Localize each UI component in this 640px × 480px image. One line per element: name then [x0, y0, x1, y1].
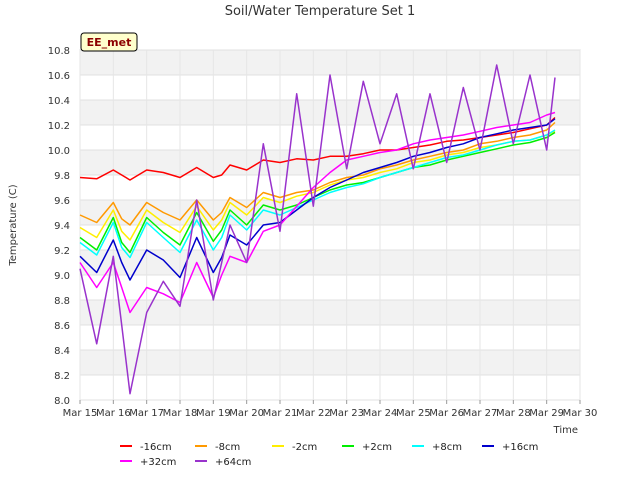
y-tick-label: 10.2 — [48, 121, 70, 132]
legend: -16cm -8cm -2cm +2cm +8cm +16cm +32cm +64cm — [120, 442, 538, 468]
y-tick-label: 8.4 — [54, 346, 70, 357]
y-tick-label: 10.0 — [48, 146, 70, 157]
x-tick-label: Mar 24 — [363, 408, 398, 419]
x-tick-label: Mar 22 — [296, 408, 331, 419]
y-tick-label: 10.4 — [48, 96, 70, 107]
legend-label: +16cm — [502, 442, 538, 453]
y-tick-label: 8.2 — [54, 371, 70, 382]
x-tick-label: Mar 20 — [229, 408, 264, 419]
y-tick-label: 9.6 — [54, 196, 70, 207]
legend-label: -8cm — [215, 442, 240, 453]
series-line--8cm — [79, 121, 556, 226]
x-tick-label: Mar 26 — [429, 408, 464, 419]
x-tick-label: Mar 21 — [263, 408, 298, 419]
y-tick-label: 10.6 — [48, 71, 70, 82]
y-tick-label: 10.8 — [48, 46, 70, 57]
x-tick-label: Mar 29 — [529, 408, 564, 419]
x-tick-label: Mar 19 — [196, 408, 231, 419]
legend-label: +32cm — [140, 457, 176, 468]
grid-band — [80, 350, 580, 375]
x-tick-label: Mar 15 — [63, 408, 98, 419]
x-tick-label: Mar 23 — [329, 408, 364, 419]
grid-band — [80, 250, 580, 275]
grid-band — [80, 300, 580, 325]
series-line-+64cm — [79, 64, 556, 395]
x-tick-label: Mar 27 — [463, 408, 498, 419]
y-tick-label: 9.4 — [54, 221, 70, 232]
grid-band — [80, 50, 580, 75]
legend-label: +64cm — [215, 457, 251, 468]
y-tick-label: 9.0 — [54, 271, 70, 282]
y-tick-label: 9.8 — [54, 171, 70, 182]
legend-label: -16cm — [140, 442, 172, 453]
badge-box — [80, 32, 138, 52]
x-tick-label: Mar 18 — [163, 408, 198, 419]
grid-band — [80, 100, 580, 125]
grid-band — [80, 200, 580, 225]
y-axis-ticks: 8.0 8.2 8.4 8.6 8.8 9.0 9.2 9.4 9.6 9.8 10.0 10.2 10… — [48, 46, 70, 407]
y-axis-label: Temperature (C) — [8, 184, 19, 266]
series-line--2cm — [79, 130, 556, 241]
y-tick-label: 9.2 — [54, 246, 70, 257]
x-tick-label: Mar 25 — [396, 408, 431, 419]
x-axis-label: Time — [553, 425, 578, 436]
legend-label: +8cm — [432, 442, 462, 453]
y-tick-label: 8.6 — [54, 321, 70, 332]
station-badge: EE_met — [80, 32, 138, 52]
x-tick-label: Mar 17 — [129, 408, 164, 419]
series-line-+2cm — [79, 131, 556, 254]
x-tick-label: Mar 30 — [563, 408, 598, 419]
series-line-+32cm — [79, 111, 556, 314]
plot-area — [79, 49, 581, 401]
legend-label: -2cm — [292, 442, 317, 453]
chart-title: Soil/Water Temperature Set 1 — [225, 4, 416, 19]
y-tick-label: 8.0 — [54, 396, 70, 407]
badge-label: EE_met — [87, 36, 132, 49]
y-tick-label: 8.8 — [54, 296, 70, 307]
legend-label: +2cm — [362, 442, 392, 453]
x-tick-label: Mar 28 — [496, 408, 531, 419]
x-tick-label: Mar 16 — [96, 408, 131, 419]
grid-band — [80, 150, 580, 175]
series-lines — [79, 64, 556, 395]
